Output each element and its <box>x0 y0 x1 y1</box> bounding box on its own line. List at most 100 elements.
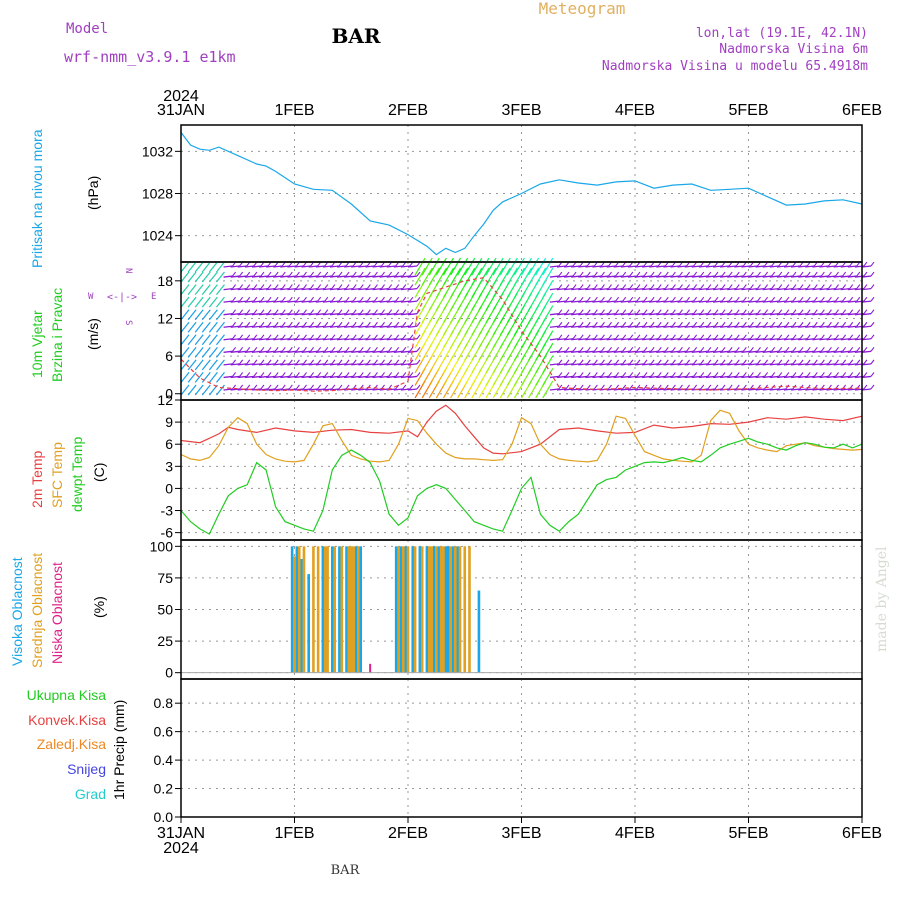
wind-barb <box>400 325 410 328</box>
wind-barb <box>684 265 694 268</box>
wind-barb <box>428 267 440 286</box>
cloud-bar <box>453 546 457 673</box>
wind-barb <box>798 388 808 391</box>
y-tick-label: 6 <box>165 436 173 452</box>
wind-barb <box>728 284 733 289</box>
wind-barb <box>634 363 645 366</box>
wind-barb <box>358 338 368 341</box>
wind-barb <box>735 284 740 289</box>
wind-barb <box>627 275 637 278</box>
wind-barb <box>499 257 511 276</box>
wind-barb <box>414 257 426 276</box>
wind-barb <box>622 271 627 277</box>
wind-barb <box>657 296 662 302</box>
wind-barb <box>714 309 719 315</box>
wind-barb <box>684 275 694 278</box>
wind-barb <box>315 325 325 328</box>
wind-barb <box>395 372 400 377</box>
wind-barb <box>684 300 694 303</box>
wind-barb <box>260 309 265 315</box>
wind-barb <box>338 271 343 277</box>
wind-barb <box>563 338 574 341</box>
wind-barb <box>833 275 843 278</box>
wind-barb <box>707 372 712 377</box>
wind-barb <box>258 265 269 268</box>
wind-barb <box>663 363 673 366</box>
wind-barb <box>755 388 765 391</box>
wind-barb <box>757 271 761 277</box>
wind-barb <box>629 334 634 340</box>
wind-barb <box>620 287 630 291</box>
wind-barb <box>712 363 723 366</box>
wind-barb <box>691 275 701 278</box>
wind-barb <box>266 265 276 268</box>
precip-label-snow: Snijeg <box>67 761 106 777</box>
wind-barb <box>835 334 839 340</box>
wind-barb <box>728 321 733 327</box>
wind-barb <box>563 388 574 391</box>
wind-barb <box>232 271 237 277</box>
wind-barb <box>315 313 325 316</box>
wind-barb <box>358 325 368 328</box>
wind-barb <box>778 296 783 302</box>
wind-barb <box>381 271 385 277</box>
wind-barb <box>677 350 687 353</box>
wind-barb <box>379 313 389 316</box>
wind-barb <box>671 359 676 365</box>
wind-barb <box>755 300 765 303</box>
wind-barb <box>338 309 343 315</box>
wind-barb <box>578 275 588 278</box>
wind-barb <box>649 265 659 268</box>
wind-barb <box>771 321 776 327</box>
wind-barb <box>827 309 832 315</box>
wind-barb <box>239 284 244 289</box>
wind-barb <box>237 300 247 303</box>
wind-barb <box>187 284 197 295</box>
wind-barb <box>372 313 382 316</box>
wind-barb <box>693 271 698 277</box>
wind-barb <box>599 363 609 366</box>
wind-barb <box>520 257 533 276</box>
wind-barb <box>358 275 368 278</box>
wind-barb <box>273 265 283 268</box>
wind-barb <box>812 313 822 316</box>
wind-barb <box>280 300 290 303</box>
wind-barb <box>528 267 540 286</box>
wind-barb <box>258 275 269 278</box>
wind-barb <box>345 334 350 340</box>
wind-barb <box>310 334 315 340</box>
wind-barb <box>870 261 875 267</box>
wind-barb <box>677 363 687 366</box>
wind-barb <box>180 334 190 346</box>
wind-barb <box>622 346 627 352</box>
wind-barb <box>863 261 868 267</box>
wind-barb <box>790 265 801 268</box>
wind-barb <box>239 372 244 377</box>
wind-barb <box>799 346 804 352</box>
wind-barb <box>833 265 843 268</box>
wind-barb <box>322 325 332 328</box>
wind-barb <box>679 359 683 365</box>
wind-barb <box>656 363 666 366</box>
wind-barb <box>819 313 829 316</box>
wind-barb <box>849 359 854 365</box>
wind-barb <box>322 300 332 303</box>
wind-barb <box>620 313 630 316</box>
wind-barb <box>409 346 414 352</box>
wind-barb <box>381 334 385 340</box>
y-tick-label: 1024 <box>142 228 173 244</box>
wind-barb <box>606 338 616 341</box>
wind-barb <box>253 284 258 289</box>
wind-barb <box>863 296 868 302</box>
wind-barb <box>563 300 574 303</box>
wind-barb <box>592 350 602 353</box>
wind-barb <box>606 363 616 366</box>
y-tick-label: 0.0 <box>154 809 174 825</box>
wind-barb <box>783 265 794 268</box>
wind-barb <box>295 346 300 352</box>
wind-barb <box>762 338 772 341</box>
wind-barb <box>790 325 801 328</box>
wind-barb <box>201 284 211 295</box>
wind-barb <box>294 265 304 268</box>
